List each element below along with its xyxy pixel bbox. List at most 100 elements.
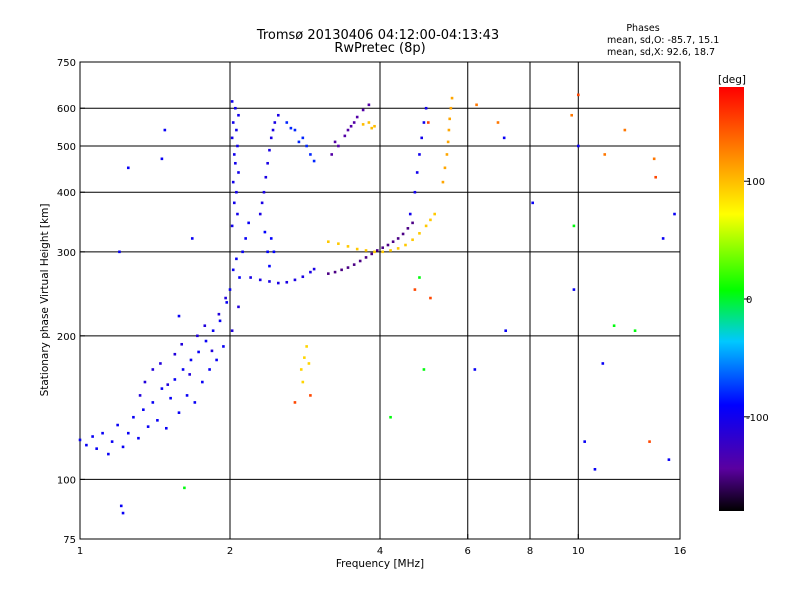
y-tick-label: 600 [57,104,76,115]
colorbar [719,87,744,511]
data-point [583,440,586,443]
data-point [166,383,170,386]
data-point [420,136,423,140]
data-point [249,276,252,279]
x-axis-ticks: 1 2 4 6 8 10 16 [77,534,686,557]
data-point [504,329,507,332]
data-point [215,358,218,362]
data-point [340,268,343,272]
data-point [190,237,194,240]
data-point [373,124,376,128]
data-point [222,345,225,348]
data-point [352,121,356,124]
data-point [301,380,305,384]
data-point [661,237,665,240]
y-tick-label: 400 [57,188,76,199]
data-point [185,394,189,397]
colorbar-tick-label: -100 [746,413,769,424]
data-point [411,238,414,242]
data-point [396,247,400,250]
data-point [312,267,316,271]
data-point [235,257,238,261]
data-point [361,108,365,112]
data-point [346,266,350,269]
data-point [426,121,430,124]
data-point [576,144,580,148]
data-point [333,140,337,144]
data-point [418,232,421,235]
data-point [411,221,414,225]
data-point [572,224,576,228]
data-point [146,425,150,428]
data-point [137,436,140,440]
stats-line-x: mean, sd,X: 92.6, 18.7 [607,47,715,58]
data-point [142,408,145,412]
data-point [231,121,235,124]
x-tick-label: 2 [227,546,233,557]
y-tick-label: 500 [57,142,76,153]
data-point [401,232,405,236]
data-point [143,380,147,384]
data-point [237,113,240,117]
data-point [623,128,627,132]
data-point [386,243,390,247]
data-point [101,431,104,435]
colorbar-tick-label: 0 [746,295,752,306]
data-point [309,153,312,156]
data-point [91,435,94,438]
data-point [258,212,262,216]
data-point [232,201,236,205]
data-point [408,212,412,216]
data-point [422,368,426,371]
data-point [264,175,268,179]
data-point [201,380,204,384]
data-point [312,159,316,163]
data-point [230,224,234,228]
data-point [138,394,142,397]
data-point [238,276,241,279]
data-point [260,201,264,205]
data-point [224,296,227,300]
data-point [268,280,271,283]
data-point [241,250,244,254]
data-point [177,411,181,414]
data-point [203,324,207,328]
data-point [85,443,88,447]
data-point [502,136,506,140]
data-point [307,362,311,365]
data-point [273,121,277,124]
data-point [230,329,234,332]
data-point [95,447,98,450]
colorbar-label: [deg] [718,74,746,86]
data-point [367,103,371,107]
data-point [180,342,184,346]
data-point [424,106,428,110]
data-point [156,419,159,422]
data-point [349,124,353,128]
data-point [181,368,185,371]
data-point [266,161,269,165]
data-point [197,350,200,354]
data-point [299,368,303,371]
data-point [269,136,273,140]
data-point [364,249,368,252]
data-point [237,171,240,174]
data-point [370,126,374,130]
data-point [188,373,191,376]
data-point [652,157,656,161]
data-point [217,312,221,316]
data-point [230,100,234,103]
data-point [424,224,428,228]
data-point [429,218,432,222]
stats-heading: Phases [626,23,659,34]
data-point [404,243,407,247]
y-tick-label: 75 [63,535,76,546]
data-point [673,212,676,216]
data-point [118,250,121,254]
data-point [225,301,229,304]
data-point [236,144,239,148]
data-point [364,256,368,259]
data-point [151,368,155,371]
data-point [285,121,289,124]
data-point [448,117,452,121]
